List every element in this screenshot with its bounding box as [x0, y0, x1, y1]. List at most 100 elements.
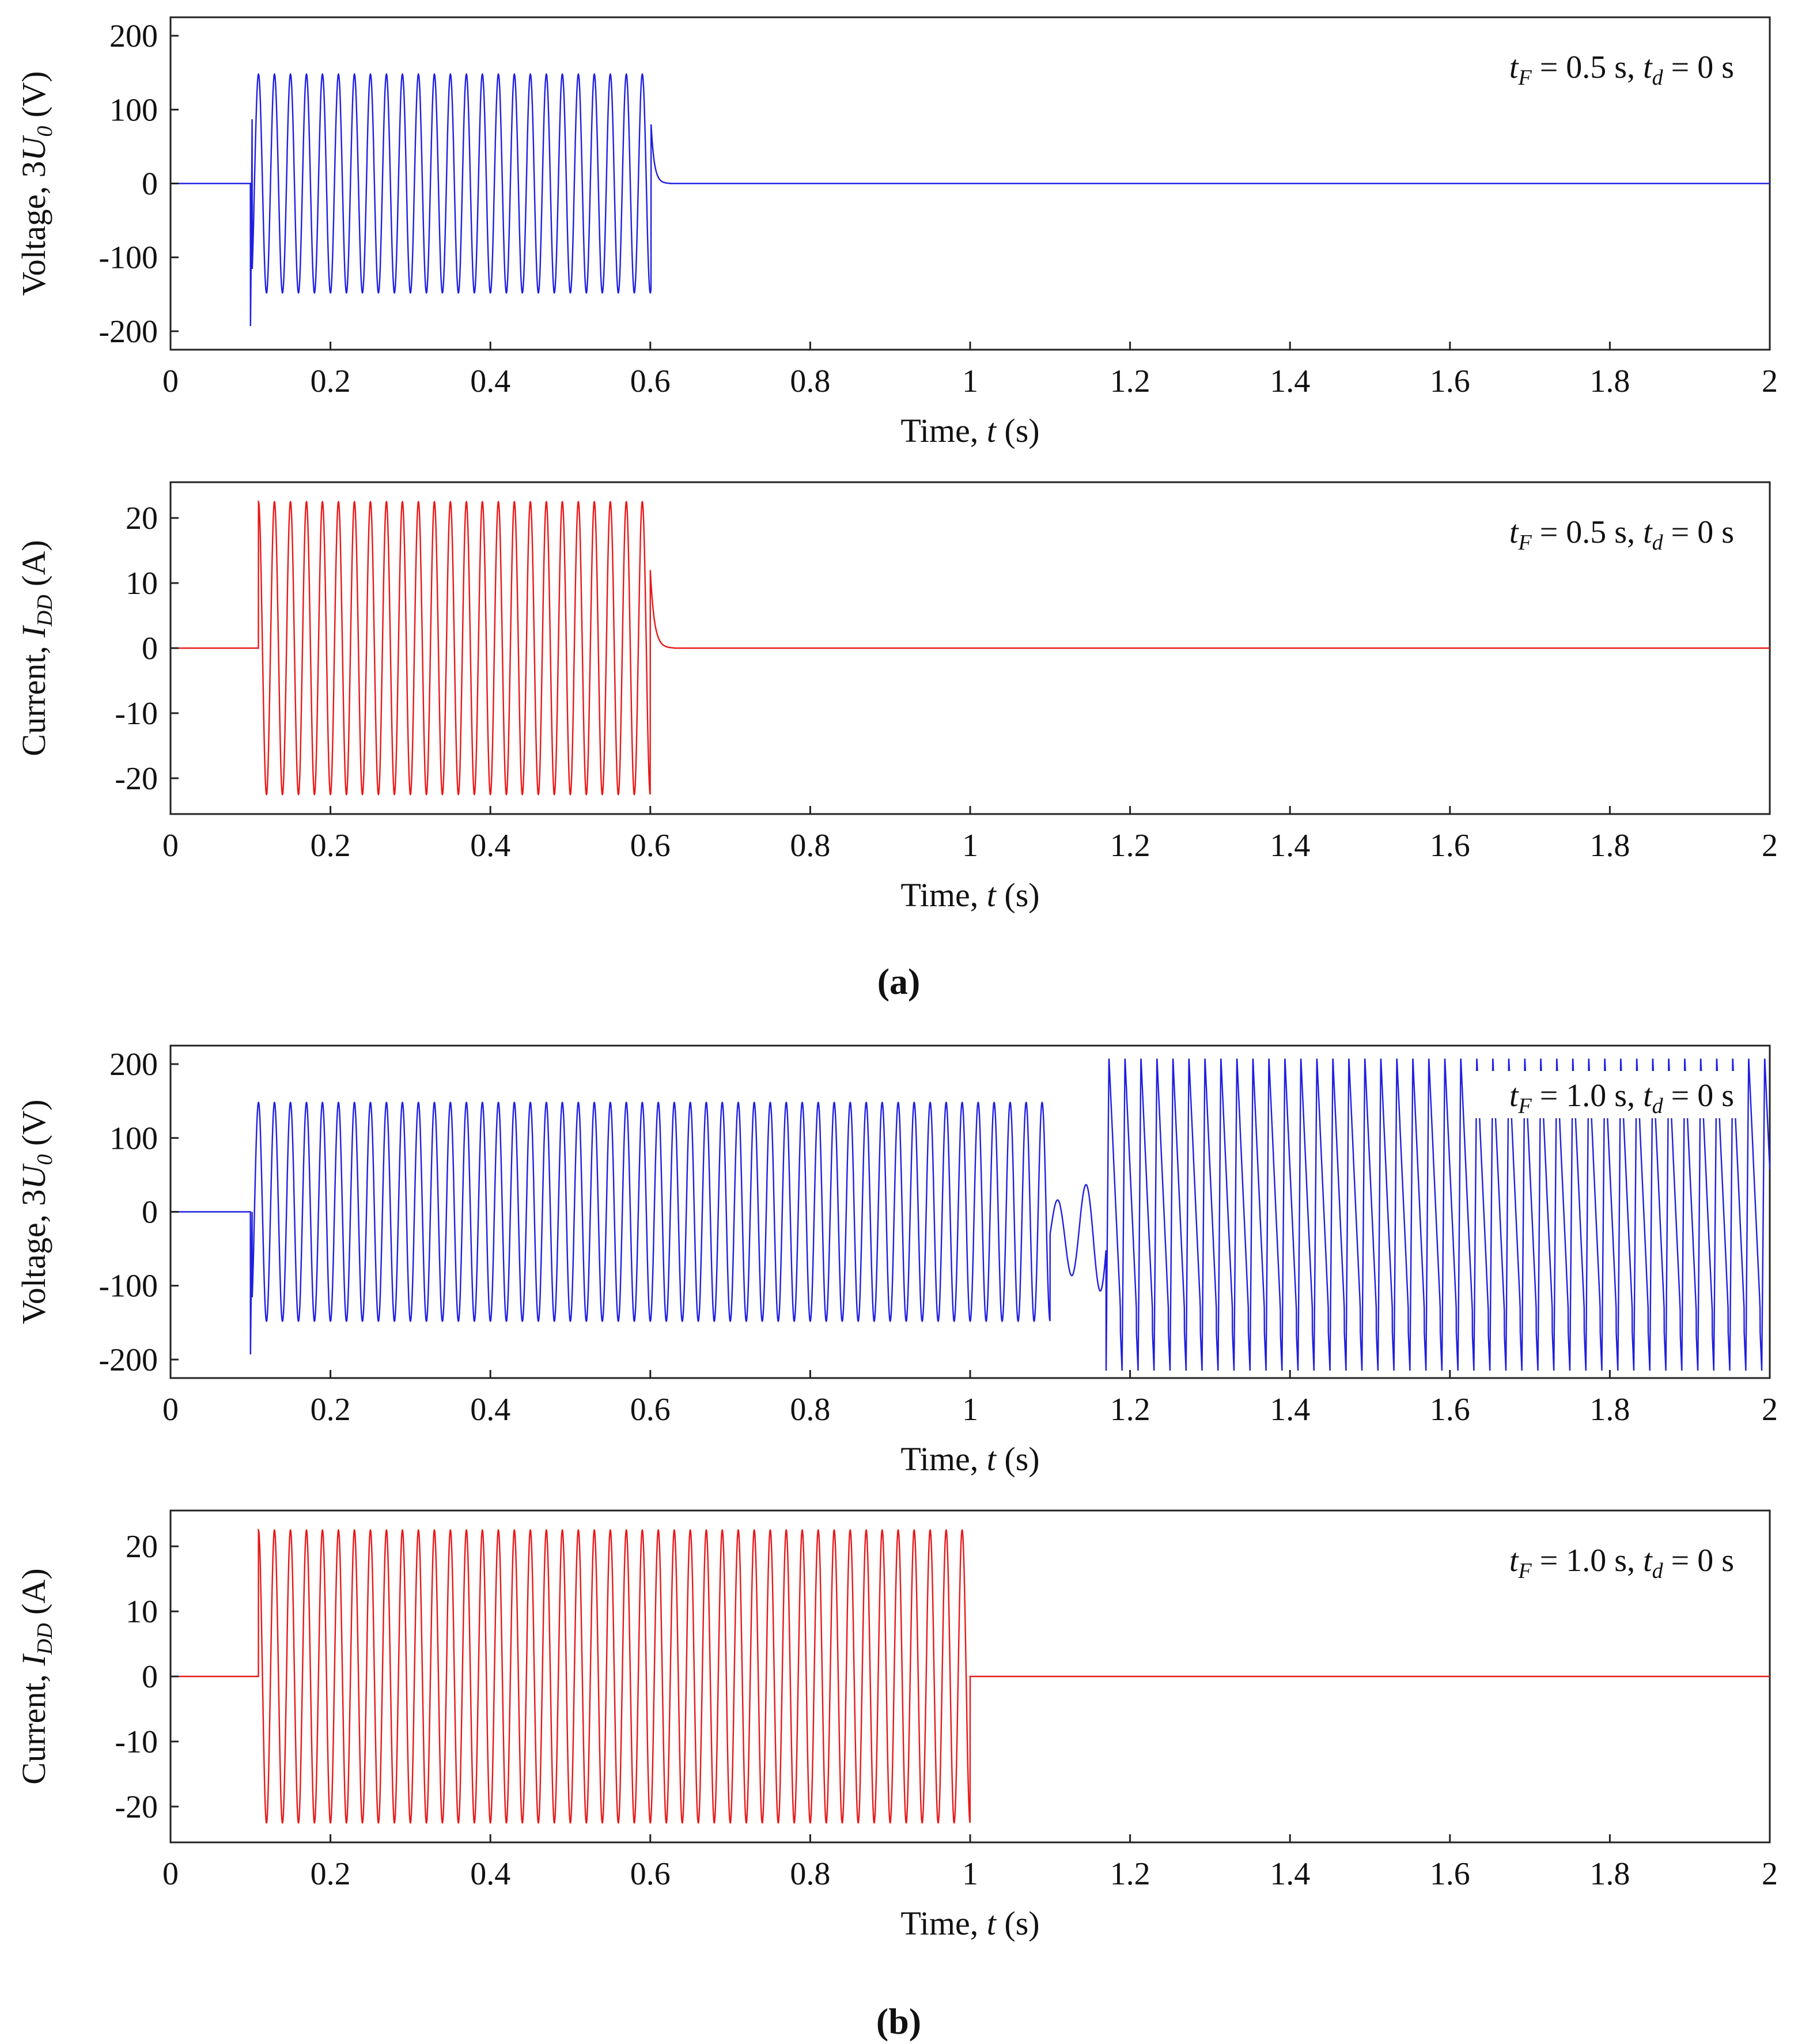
series-line — [171, 1058, 1771, 1371]
y-tick-label: 0 — [142, 166, 158, 202]
x-tick-label: 2 — [1762, 1392, 1778, 1428]
chart-1: 0 0.2 0.4 0.6 0.8 1 1.2 1.4 1.6 1.8 2 200 100 0 -100 -2… — [15, 16, 1778, 449]
annotation: tF = 0.5 s, td = 0 s — [1509, 50, 1734, 90]
x-tick-label: 1.6 — [1430, 1856, 1470, 1892]
annotation-td-value: = 0 s — [1663, 1543, 1734, 1579]
x-axis-label-unit: (s) — [996, 412, 1040, 449]
annotation: tF = 0.5 s, td = 0 s — [1509, 514, 1734, 555]
annotation-tf-symbol: t — [1509, 514, 1519, 550]
y-axis-label-unit: (V) — [15, 1099, 52, 1154]
x-tick-label: 2 — [1762, 828, 1778, 864]
annotation-td-value: = 0 s — [1663, 1078, 1734, 1114]
x-tick-label: 1.8 — [1589, 364, 1630, 399]
annotation: tF = 1.0 s, td = 0 s — [1509, 1078, 1734, 1118]
annotation-tf-subscript: F — [1517, 1559, 1532, 1583]
annotation-td-value: = 0 s — [1663, 50, 1734, 85]
x-tick-label: 0.6 — [630, 1856, 671, 1892]
y-tick-label: 200 — [109, 1047, 158, 1082]
annotation-td-subscript: d — [1652, 1559, 1664, 1583]
annotation-td-subscript: d — [1652, 531, 1664, 555]
chart-2: 0 0.2 0.4 0.6 0.8 1 1.2 1.4 1.6 1.8 2 20 10 0 -10 -20 Ti… — [15, 481, 1778, 914]
annotation-tf-subscript: F — [1517, 1094, 1532, 1118]
annotation-tf-value: = 0.5 s, — [1532, 50, 1643, 85]
y-tick-label: 100 — [109, 92, 158, 128]
y-tick-label: -200 — [99, 1342, 158, 1378]
x-axis-label: Time, t (s) — [900, 1440, 1039, 1478]
x-tick-label: 0.8 — [790, 1856, 830, 1892]
x-tick-label: 1.4 — [1270, 1856, 1310, 1892]
y-tick-label: -200 — [99, 314, 158, 350]
series-line — [171, 73, 1770, 327]
annotation: tF = 1.0 s, td = 0 s — [1509, 1543, 1734, 1583]
annotation-td-value: = 0 s — [1663, 514, 1734, 550]
y-tick-label: -10 — [115, 696, 158, 732]
x-axis-label-text: Time, — [900, 876, 986, 914]
x-axis-label-symbol: t — [987, 412, 997, 449]
x-tick-label: 1.2 — [1110, 364, 1150, 399]
y-tick-label: -100 — [99, 240, 158, 276]
y-tick-label: -10 — [115, 1724, 158, 1760]
panel-label-b: (b) — [876, 2001, 921, 2042]
y-axis-label-unit: (V) — [15, 71, 52, 126]
x-tick-label: 1.8 — [1589, 1392, 1630, 1428]
x-tick-label: 0.2 — [311, 828, 351, 864]
x-axis-label-text: Time, — [900, 412, 986, 449]
x-axis-label: Time, t (s) — [900, 876, 1039, 914]
x-tick-label: 1 — [962, 364, 978, 399]
annotation-tf-symbol: t — [1509, 1078, 1519, 1114]
y-tick-label: 10 — [126, 1594, 158, 1630]
x-tick-label: 0 — [162, 1392, 179, 1428]
x-axis-label-text: Time, — [900, 1905, 986, 1942]
annotation-box — [1468, 1071, 1743, 1118]
y-axis-label: Current, IDD (A) — [15, 1568, 57, 1784]
chart-4: 0 0.2 0.4 0.6 0.8 1 1.2 1.4 1.6 1.8 2 20 10 0 -10 -20 Ti… — [15, 1509, 1778, 1942]
annotation-tf-subscript: F — [1517, 66, 1532, 90]
y-tick-label: 20 — [126, 501, 158, 536]
annotation-td-symbol: t — [1643, 50, 1653, 85]
x-tick-label: 1 — [962, 1392, 978, 1428]
y-axis-label-text: Current, — [15, 638, 52, 756]
y-axis-label-subscript: 0 — [33, 1155, 57, 1165]
annotation-td-subscript: d — [1652, 1094, 1664, 1118]
annotation-td-symbol: t — [1643, 514, 1653, 550]
x-tick-label: 0.8 — [790, 364, 830, 399]
x-axis-label: Time, t (s) — [900, 412, 1039, 449]
x-tick-label: 0.6 — [630, 364, 671, 399]
annotation-tf-subscript: F — [1517, 531, 1532, 555]
y-tick-label: 0 — [142, 1659, 158, 1695]
y-axis-label-subscript: DD — [33, 595, 57, 627]
y-axis-label-unit: (A) — [15, 540, 52, 595]
x-tick-label: 0.6 — [630, 828, 671, 864]
x-axis-label-unit: (s) — [996, 1440, 1040, 1478]
x-tick-label: 0 — [162, 828, 179, 864]
x-tick-label: 0 — [162, 364, 179, 399]
y-tick-label: 0 — [142, 631, 158, 667]
y-tick-label: 100 — [109, 1121, 158, 1156]
y-tick-label: 0 — [142, 1195, 158, 1231]
x-tick-label: 0.2 — [311, 1856, 351, 1892]
x-tick-label: 1.2 — [1110, 1856, 1150, 1892]
x-axis-label-symbol: t — [987, 1440, 997, 1478]
series-line — [171, 1528, 1770, 1824]
y-axis-label-text: Voltage, 3 — [15, 1189, 52, 1324]
panel-label-a: (a) — [877, 961, 921, 1002]
y-axis-label-symbol: U — [15, 134, 52, 161]
x-tick-label: 1.4 — [1270, 364, 1310, 399]
y-axis-label: Voltage, 3U0 (V) — [15, 1099, 57, 1324]
x-tick-label: 1.2 — [1110, 1392, 1150, 1428]
x-axis-label-symbol: t — [987, 1905, 997, 1942]
chart-3: 0 0.2 0.4 0.6 0.8 1 1.2 1.4 1.6 1.8 2 200 100 0 -100 -2… — [15, 1044, 1778, 1478]
x-tick-label: 0.8 — [790, 1392, 830, 1428]
y-tick-label: 20 — [126, 1529, 158, 1565]
annotation-td-subscript: d — [1652, 66, 1664, 90]
y-tick-label: -20 — [115, 761, 158, 797]
y-axis-label-subscript: DD — [33, 1623, 57, 1655]
x-tick-label: 0.2 — [311, 1392, 351, 1428]
x-axis-label-symbol: t — [987, 876, 997, 914]
x-tick-label: 2 — [1762, 1856, 1778, 1892]
annotation-tf-value: = 0.5 s, — [1532, 514, 1643, 550]
x-axis-label-text: Time, — [900, 1440, 986, 1478]
annotation-tf-value: = 1.0 s, — [1532, 1078, 1643, 1114]
x-tick-label: 0 — [162, 1856, 179, 1892]
